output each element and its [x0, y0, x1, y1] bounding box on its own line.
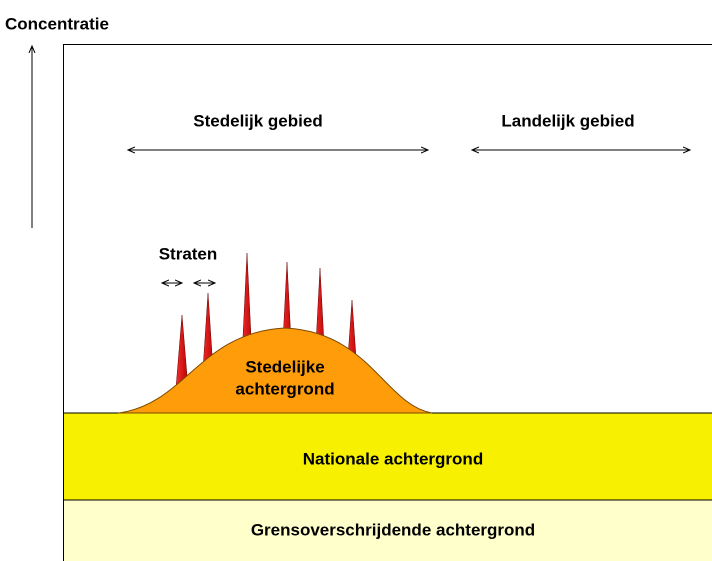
urban-hump — [117, 327, 433, 414]
national-label: Nationale achtergrond — [303, 449, 483, 468]
urban-background-label: achtergrond — [235, 379, 334, 398]
transboundary-band — [63, 499, 712, 561]
national-band — [63, 412, 712, 501]
urban-background-label: Stedelijke — [245, 357, 324, 376]
streets-label: Straten — [159, 244, 218, 263]
transboundary-label: Grensoverschrijdende achtergrond — [251, 520, 535, 539]
axis-label: Concentratie — [5, 14, 109, 33]
urban-label: Stedelijk gebied — [193, 111, 322, 130]
rural-label: Landelijk gebied — [501, 111, 634, 130]
